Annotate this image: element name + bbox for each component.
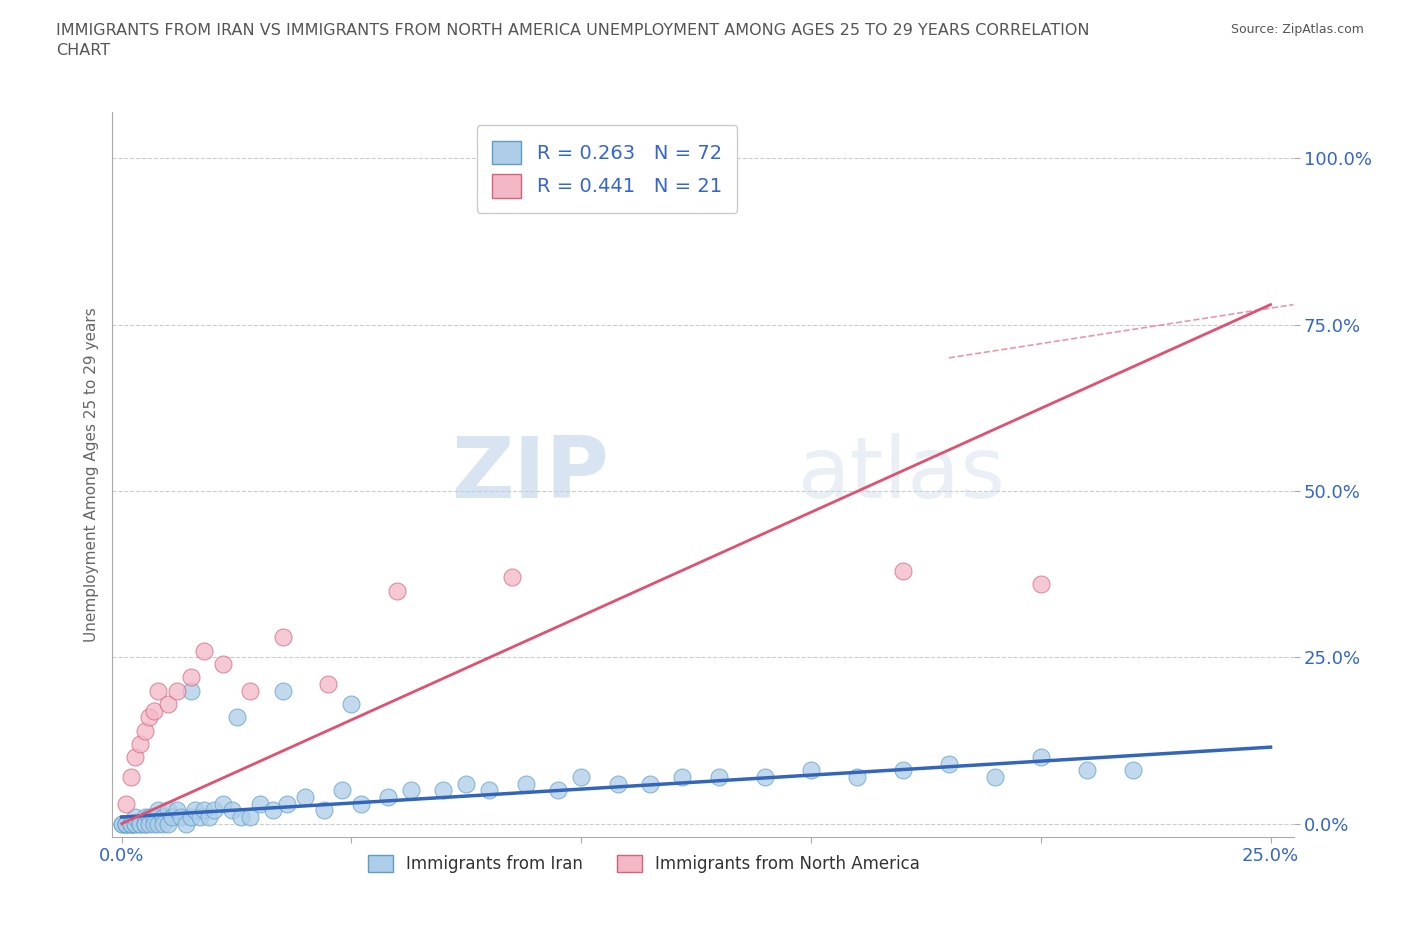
Point [152,817,174,831]
Point [456,777,478,791]
Point [754,770,776,785]
Point [671,770,693,785]
Point [478,783,501,798]
Point [142,703,165,718]
Point [515,777,537,791]
Point [547,783,569,798]
Point [115,817,138,831]
Point [180,670,202,684]
Point [156,803,179,817]
Point [174,817,197,831]
Point [249,796,271,811]
Point [134,817,156,831]
Point [221,803,243,817]
Point [120,817,142,831]
Point [276,796,298,811]
Text: Source: ZipAtlas.com: Source: ZipAtlas.com [1230,23,1364,36]
Point [115,817,138,831]
Point [120,817,142,831]
Point [377,790,399,804]
Point [142,810,165,825]
Point [938,756,960,771]
Point [312,803,335,817]
Point [166,803,188,817]
Point [152,810,174,825]
Point [142,817,165,831]
Point [707,770,730,785]
Point [134,817,156,831]
Text: ZIP: ZIP [451,432,609,516]
Point [184,803,207,817]
Point [349,796,371,811]
Point [387,583,409,598]
Point [318,676,340,691]
Point [193,644,215,658]
Point [156,697,179,711]
Point [193,803,215,817]
Y-axis label: Unemployment Among Ages 25 to 29 years: Unemployment Among Ages 25 to 29 years [83,307,98,642]
Point [180,810,202,825]
Point [198,810,221,825]
Point [271,684,294,698]
Point [124,750,146,764]
Point [891,564,914,578]
Point [231,810,253,825]
Legend: Immigrants from Iran, Immigrants from North America: Immigrants from Iran, Immigrants from No… [361,848,927,880]
Point [330,783,353,798]
Point [211,657,233,671]
Point [239,684,262,698]
Point [160,810,183,825]
Point [129,737,152,751]
Point [211,796,233,811]
Point [124,817,146,831]
Point [138,817,160,831]
Point [115,817,138,831]
Point [111,817,134,831]
Point [340,697,363,711]
Point [148,817,170,831]
Point [166,684,188,698]
Point [148,803,170,817]
Point [607,777,630,791]
Point [800,763,823,777]
Point [188,810,211,825]
Point [134,724,156,738]
Point [891,763,914,777]
Point [225,710,247,724]
Point [1029,577,1052,591]
Point [501,570,523,585]
Point [111,817,134,831]
Point [1076,763,1098,777]
Point [156,817,179,831]
Text: IMMIGRANTS FROM IRAN VS IMMIGRANTS FROM NORTH AMERICA UNEMPLOYMENT AMONG AGES 25: IMMIGRANTS FROM IRAN VS IMMIGRANTS FROM … [56,23,1090,58]
Text: atlas: atlas [797,432,1005,516]
Point [148,684,170,698]
Point [239,810,262,825]
Point [984,770,1007,785]
Point [399,783,422,798]
Point [569,770,592,785]
Point [129,817,152,831]
Point [120,817,142,831]
Point [638,777,661,791]
Point [129,817,152,831]
Point [294,790,316,804]
Point [115,796,138,811]
Point [432,783,454,798]
Point [262,803,284,817]
Point [845,770,868,785]
Point [180,684,202,698]
Point [124,810,146,825]
Point [170,810,193,825]
Point [1122,763,1144,777]
Point [707,178,730,193]
Point [138,710,160,724]
Point [124,817,146,831]
Point [134,810,156,825]
Point [202,803,225,817]
Point [138,810,160,825]
Point [120,770,142,785]
Point [271,630,294,644]
Point [1029,750,1052,764]
